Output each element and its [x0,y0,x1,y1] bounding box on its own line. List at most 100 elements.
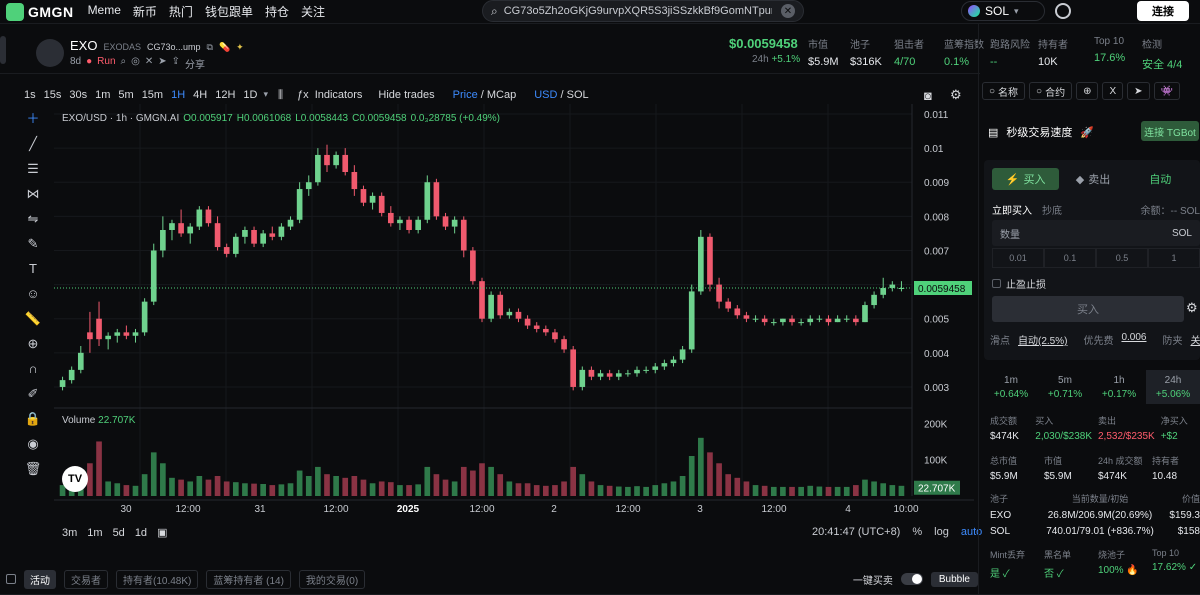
price-mcap-toggle[interactable]: Price / MCap [452,89,517,101]
preset-0-1[interactable]: 0.1 [1044,248,1096,268]
tab-holders[interactable]: 持有者(10.48K) [116,569,199,589]
interval-12H[interactable]: 12H [215,89,236,101]
interval-30s[interactable]: 30s [69,89,88,101]
amount-input[interactable]: 数量 SOL [992,220,1200,246]
perf-24h[interactable]: 24h +5.06% [1146,370,1200,404]
auto-tab[interactable]: 自动 [1127,168,1194,190]
tab-contract-search[interactable]: ○ 合约 [1029,82,1073,100]
perf-1m[interactable]: 1m +0.64% [984,370,1038,404]
token-address[interactable]: CG73o...ump [146,42,201,52]
quick-buy-toggle[interactable] [900,573,923,585]
goto-date-icon[interactable]: ▣ [157,527,168,539]
dip-buy-tab[interactable]: 抄底 [1042,206,1062,217]
fib-icon[interactable]: ☰ [27,161,39,176]
zoom-in-icon[interactable]: ⊕ [27,336,39,351]
clear-search-icon[interactable]: ✕ [781,4,795,18]
interval-4H[interactable]: 4H [193,89,208,101]
hide-trades-button[interactable]: Hide trades [378,89,435,101]
search-input[interactable]: ⌕ CG73o5Zh2oGKjG9urvpXQR5S3jiSSzkkBf9Gom… [482,0,804,22]
interval-more-icon[interactable]: ▾ [263,89,268,99]
connect-wallet-button[interactable]: 连接 [1137,1,1189,21]
camera-icon[interactable]: ◙ [924,87,932,103]
nav-hot[interactable]: 热门 [168,5,193,19]
range-5d[interactable]: 5d [112,526,125,539]
perf-1h[interactable]: 1h +0.17% [1092,370,1146,404]
nav-new[interactable]: 新币 [132,5,157,19]
tab-traders[interactable]: 交易者 [64,569,108,589]
search-small-icon[interactable]: ⌕ [120,56,127,67]
chain-selector[interactable]: SOL ▾ [961,1,1045,21]
preset-0-01[interactable]: 0.01 [992,248,1044,268]
log-toggle[interactable]: log [934,526,949,538]
usd-toggle[interactable]: USD [534,89,558,101]
nav-follow[interactable]: 关注 [300,5,325,19]
tab-activity[interactable]: 活动 [24,569,56,589]
interval-5m[interactable]: 5m [118,89,134,101]
x-link[interactable]: X [1102,82,1124,100]
sell-tab[interactable]: ◆ 卖出 [1059,168,1126,190]
currency-toggle[interactable]: USD / SOL [534,89,589,101]
interval-1H[interactable]: 1H [171,89,186,101]
tab-my-trades[interactable]: 我的交易(0) [298,569,366,589]
nav-copytrade[interactable]: 钱包跟单 [204,5,253,19]
web-link[interactable]: ⊕ [1076,82,1099,100]
indicators-button[interactable]: Indicators [314,89,363,101]
eye-icon[interactable]: ◉ [27,436,39,451]
interval-1m[interactable]: 1m [95,89,111,101]
brush-icon[interactable]: ✎ [27,236,39,251]
nav-meme[interactable]: Meme [87,3,121,17]
sidebar-toggle[interactable] [0,36,6,64]
slippage-value[interactable]: 自动(2.5%) [1018,336,1068,347]
range-3m[interactable]: 3m [62,526,78,539]
sol-toggle[interactable]: SOL [566,89,589,101]
instant-buy-tab[interactable]: 立即买入 [992,206,1032,217]
interval-1D[interactable]: 1D [243,89,258,101]
prediction-icon[interactable]: ⇋ [27,211,39,226]
tab-name-search[interactable]: ○ 名称 [982,82,1026,100]
lock-icon[interactable]: 🔒 [24,411,42,426]
percent-toggle[interactable]: % [912,526,923,538]
lock-draw-icon[interactable]: ✐ [27,386,39,401]
mcap-toggle[interactable]: MCap [486,89,517,101]
pattern-icon[interactable]: ⋈ [26,186,40,201]
buy-settings-icon[interactable]: ⚙ [1186,300,1198,315]
interval-15m[interactable]: 15m [141,89,164,101]
price-chart[interactable]: 0.0110.010.0090.0080.0070.0060.0050.0040… [54,104,974,516]
x-icon[interactable]: ✕ [144,56,154,67]
priority-fee-value[interactable]: 0.006 [1121,332,1147,343]
telegram-link[interactable]: ➤ [1127,82,1150,100]
connect-tgbot-button[interactable]: 连接 TGBot [1141,121,1199,141]
anti-mev-value[interactable]: 关 [1190,336,1200,347]
emoji-icon[interactable]: ☺ [26,286,40,301]
telegram-icon[interactable]: ➤ [158,56,167,67]
preset-1[interactable]: 1 [1148,248,1200,268]
trendline-icon[interactable]: ╱ [29,136,37,151]
indicators-icon[interactable]: ƒx [297,89,309,101]
trash-icon[interactable]: 🗑 [24,461,42,476]
auto-toggle[interactable]: auto [960,526,983,538]
magnet-icon[interactable]: ∩ [28,361,38,376]
tp-sl-row[interactable]: 止盈止损 [992,276,1046,291]
tab-bluechip-holders[interactable]: 蓝筹持有者 (14) [206,569,291,589]
buy-button[interactable]: 买入 [992,296,1184,322]
ruler-icon[interactable]: 📏 [24,311,42,326]
perf-5m[interactable]: 5m +0.71% [1038,370,1092,404]
tradingview-logo[interactable]: TV [62,466,88,492]
web-icon[interactable]: ◎ [131,56,140,67]
copy-icon[interactable]: ⧉ [206,42,213,52]
panel-toggle-icon[interactable] [6,574,16,584]
share-icon[interactable]: ⇪ [171,56,181,67]
share-label[interactable]: 分享 [185,60,206,71]
preset-0-5[interactable]: 0.5 [1096,248,1148,268]
buy-tab[interactable]: ⚡ 买入 [992,168,1060,190]
price-toggle[interactable]: Price [452,89,478,101]
candle-type-icon[interactable]: ⫼ [278,88,284,101]
more-link[interactable]: 👾 [1153,82,1180,100]
interval-15s[interactable]: 15s [43,89,62,101]
crosshair-icon[interactable]: ＋ [26,111,40,126]
interval-1s[interactable]: 1s [24,89,36,101]
settings-gear-icon[interactable] [1055,3,1071,19]
tp-sl-checkbox[interactable] [992,279,1001,288]
range-1m[interactable]: 1m [87,526,103,539]
range-1d[interactable]: 1d [134,526,148,539]
